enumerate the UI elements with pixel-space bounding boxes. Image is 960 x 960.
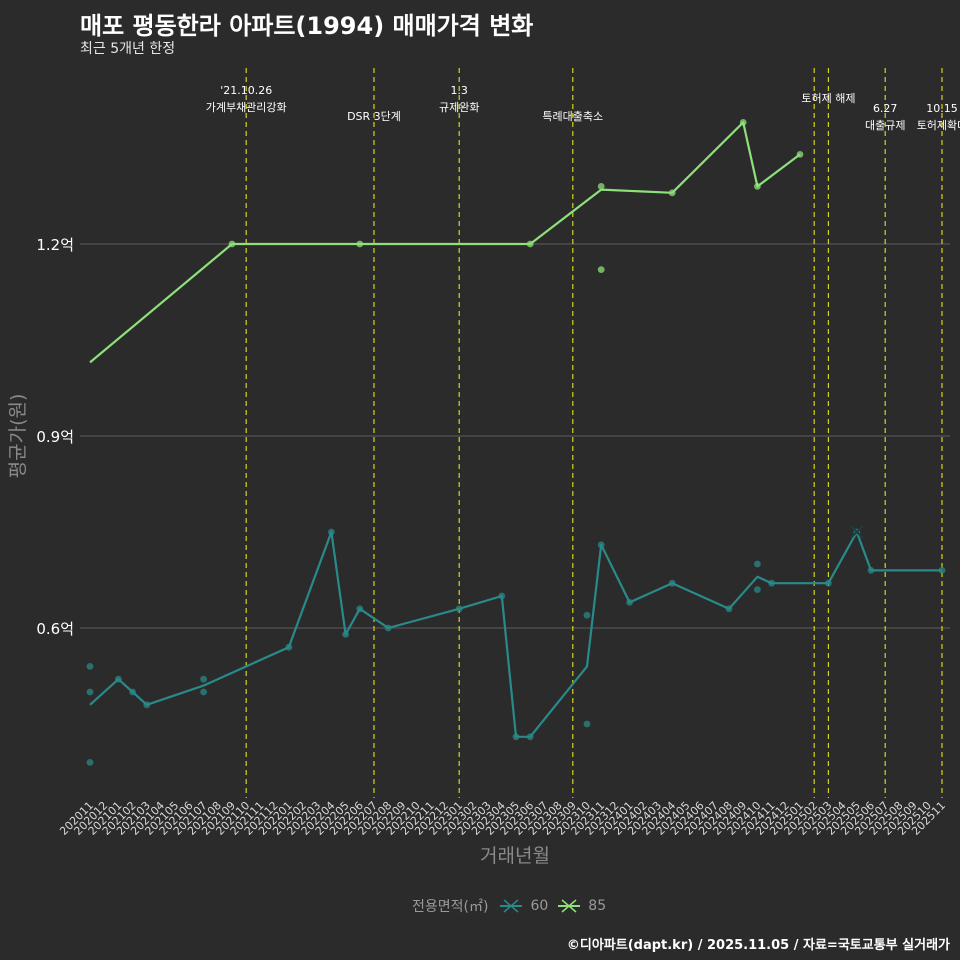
data-point-85 xyxy=(668,189,676,197)
event-label: 대출규제 xyxy=(865,119,905,132)
event-label: DSR 3단계 xyxy=(347,110,401,123)
legend-label-60: 60 xyxy=(530,898,549,914)
data-point-60 xyxy=(725,605,733,613)
data-point-85 xyxy=(597,266,605,273)
data-point-60 xyxy=(768,579,775,587)
y-tick-label: 1.2억 xyxy=(36,236,74,254)
data-point-60 xyxy=(938,567,946,574)
marker-stroke xyxy=(850,525,864,539)
data-point-60 xyxy=(356,605,364,613)
data-point-85 xyxy=(597,183,605,190)
y-axis-title: 평균가(원) xyxy=(7,394,29,479)
data-point-60 xyxy=(86,663,94,670)
data-point-60 xyxy=(583,611,591,619)
data-point-60 xyxy=(200,675,208,683)
data-point-60 xyxy=(825,579,832,587)
y-tick-label: 0.6억 xyxy=(36,620,74,638)
data-point-60 xyxy=(455,605,463,613)
legend-key-60-icon xyxy=(500,899,523,913)
event-label: 6.27 xyxy=(873,102,898,115)
legend-label-85: 85 xyxy=(588,898,607,914)
event-label: 규제완화 xyxy=(439,101,479,114)
data-point-85 xyxy=(356,240,364,248)
data-point-85 xyxy=(754,183,761,190)
data-point-60 xyxy=(129,688,137,696)
data-point-60 xyxy=(754,586,761,593)
event-label: 10.15 xyxy=(926,102,958,115)
event-label: 토허제 해제 xyxy=(801,91,855,105)
legend-title: 전용면적(㎡) xyxy=(412,899,489,915)
data-point-60 xyxy=(143,701,151,709)
data-point-60 xyxy=(597,541,605,549)
event-label: 1.3 xyxy=(450,84,468,97)
data-point-60 xyxy=(526,733,534,741)
data-point-60 xyxy=(867,567,875,574)
data-point-60 xyxy=(200,688,208,696)
legend-item-60: 60 xyxy=(498,897,548,915)
data-point-60 xyxy=(86,688,94,696)
series-line-60 xyxy=(89,530,942,738)
data-point-85 xyxy=(526,240,534,248)
data-point-60 xyxy=(754,560,761,568)
legend-key-85-icon xyxy=(558,899,581,913)
data-point-85 xyxy=(228,240,236,248)
y-tick-label: 0.9억 xyxy=(36,428,74,446)
data-point-60 xyxy=(384,624,392,632)
legend: 전용면적(㎡) 60 85 xyxy=(412,896,614,916)
latest-trade-marker xyxy=(850,525,864,539)
event-label: '21.10.26 xyxy=(220,84,272,97)
series-line-85 xyxy=(89,121,801,364)
data-point-60 xyxy=(342,631,349,638)
source-caption: ©디아파트(dapt.kr) / 2025.11.05 / 자료=국토교통부 실… xyxy=(566,938,950,953)
data-point-60 xyxy=(86,759,94,766)
chart-title: 매포 평동한라 아파트(1994) 매매가격 변화 xyxy=(80,12,534,40)
x-axis-title: 거래년월 xyxy=(480,845,550,867)
data-point-60 xyxy=(285,643,293,651)
event-label: 토허제확대 xyxy=(917,119,960,132)
event-label: 가계부채관리강화 xyxy=(206,101,287,114)
data-point-85 xyxy=(739,119,747,126)
event-label: 특례대출축소 xyxy=(542,110,603,123)
data-point-60 xyxy=(328,528,335,536)
data-point-60 xyxy=(626,599,633,606)
data-point-85 xyxy=(796,151,804,158)
chart-subtitle: 최근 5개년 한정 xyxy=(80,41,176,57)
data-point-60 xyxy=(668,579,676,587)
legend-item-85: 85 xyxy=(556,897,606,915)
data-point-60 xyxy=(512,733,520,741)
data-point-60 xyxy=(583,720,591,728)
data-point-60 xyxy=(498,592,506,600)
data-point-60 xyxy=(115,675,122,683)
